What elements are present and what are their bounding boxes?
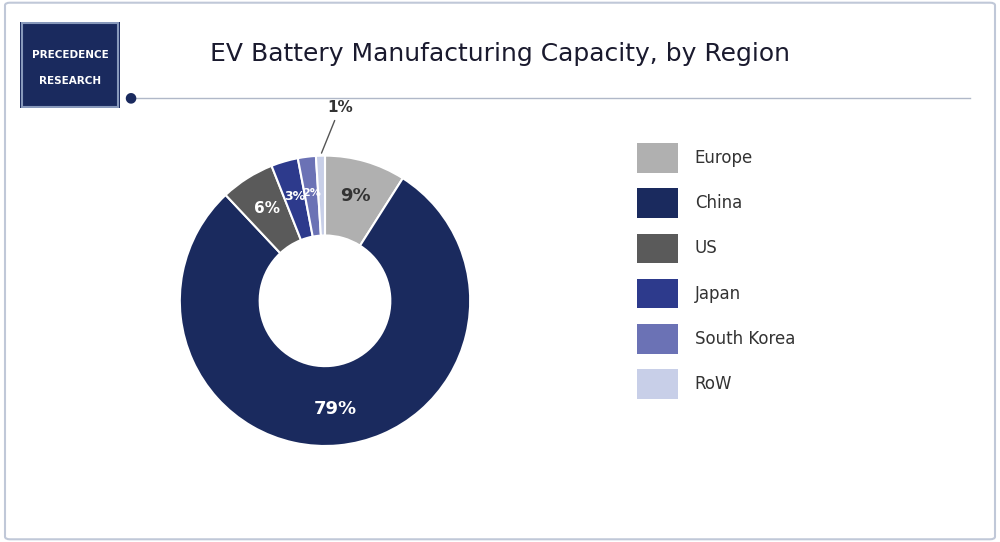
Wedge shape bbox=[272, 158, 313, 240]
FancyBboxPatch shape bbox=[637, 324, 678, 354]
Wedge shape bbox=[316, 156, 325, 236]
FancyBboxPatch shape bbox=[637, 189, 678, 218]
Text: Europe: Europe bbox=[695, 149, 753, 167]
Text: 1%: 1% bbox=[321, 100, 353, 153]
Text: EV Battery Manufacturing Capacity, by Region: EV Battery Manufacturing Capacity, by Re… bbox=[210, 42, 790, 66]
Text: China: China bbox=[695, 194, 742, 212]
Text: 79%: 79% bbox=[314, 400, 357, 418]
Wedge shape bbox=[298, 156, 321, 237]
Text: PRECEDENCE: PRECEDENCE bbox=[32, 50, 108, 60]
Text: RoW: RoW bbox=[695, 375, 732, 393]
Text: RESEARCH: RESEARCH bbox=[39, 76, 101, 86]
Text: South Korea: South Korea bbox=[695, 330, 795, 348]
Wedge shape bbox=[226, 166, 301, 253]
Text: 3%: 3% bbox=[284, 190, 305, 203]
FancyBboxPatch shape bbox=[637, 143, 678, 173]
Text: 6%: 6% bbox=[254, 202, 280, 216]
Wedge shape bbox=[325, 156, 403, 246]
Text: US: US bbox=[695, 240, 718, 257]
Text: 2%: 2% bbox=[302, 188, 321, 198]
Wedge shape bbox=[180, 178, 470, 446]
FancyBboxPatch shape bbox=[637, 369, 678, 399]
Text: 9%: 9% bbox=[340, 187, 371, 205]
Text: ●: ● bbox=[124, 91, 136, 105]
Text: Japan: Japan bbox=[695, 285, 741, 302]
FancyBboxPatch shape bbox=[637, 234, 678, 263]
FancyBboxPatch shape bbox=[637, 279, 678, 308]
